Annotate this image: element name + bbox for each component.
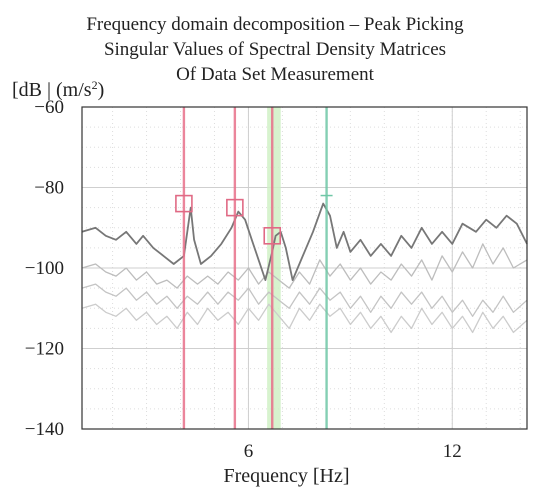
- x-axis-label: Frequency [Hz]: [223, 465, 349, 487]
- y-tick-label: −100: [25, 258, 64, 279]
- y-tick-label: −80: [34, 178, 64, 199]
- series-line-2: [81, 243, 528, 289]
- chart-title-line-1: Frequency domain decomposition – Peak Pi…: [86, 14, 464, 35]
- peak-marker-2: [226, 198, 244, 217]
- y-tick-label: −140: [25, 419, 64, 440]
- peak-marker-3: [263, 227, 282, 245]
- y-axis-label: [dB | (m/s2): [12, 78, 104, 101]
- x-tick-label: 12: [443, 441, 462, 462]
- series-line-3: [81, 283, 528, 317]
- plot-frame: [81, 106, 528, 430]
- peak-marker-1: [175, 194, 193, 213]
- x-tick-label: 6: [244, 441, 254, 462]
- y-tick-label: −60: [34, 97, 64, 118]
- chart-title-line-3: Of Data Set Measurement: [176, 64, 374, 85]
- mode-band: [267, 107, 281, 429]
- y-tick-label: −120: [25, 339, 64, 360]
- series-line-1: [81, 202, 528, 281]
- chart-title-line-2: Singular Values of Spectral Density Matr…: [103, 39, 447, 60]
- series-line-4: [81, 303, 528, 334]
